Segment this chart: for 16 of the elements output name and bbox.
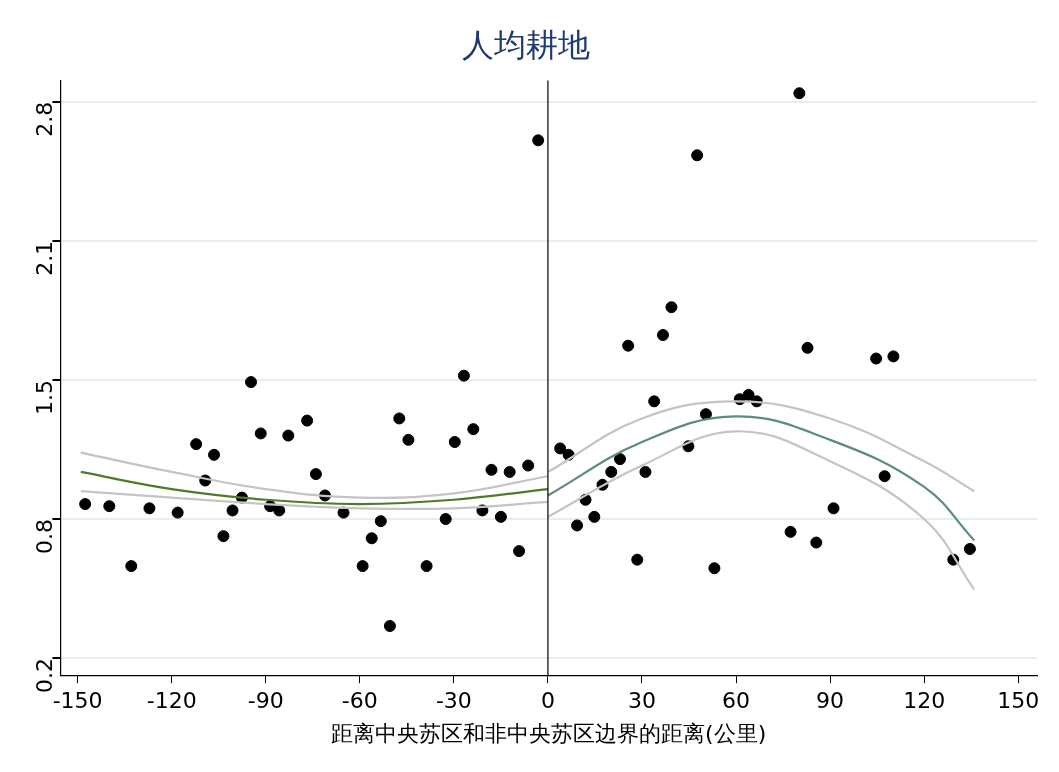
y-tick-label: 1.5 bbox=[32, 379, 58, 415]
y-tick-label: 0.8 bbox=[32, 519, 58, 555]
y-tick-label: 2.1 bbox=[32, 240, 58, 276]
x-tick-label: -120 bbox=[146, 688, 197, 714]
x-tick-label: -90 bbox=[247, 688, 284, 714]
x-tick-label: 120 bbox=[903, 688, 946, 714]
x-tick-label: -60 bbox=[341, 688, 378, 714]
x-tick-label: 90 bbox=[816, 688, 845, 714]
x-tick-label: -30 bbox=[435, 688, 472, 714]
y-tick-label: 2.8 bbox=[32, 101, 58, 137]
x-tick-label: 60 bbox=[722, 688, 751, 714]
x-axis-title: 距离中央苏区和非中央苏区边界的距离(公里) bbox=[331, 720, 767, 746]
x-tick-label: 30 bbox=[627, 688, 656, 714]
x-tick-label: 0 bbox=[540, 688, 555, 714]
x-tick-label: 150 bbox=[997, 688, 1040, 714]
chart-title: 人均耕地 bbox=[461, 25, 590, 64]
